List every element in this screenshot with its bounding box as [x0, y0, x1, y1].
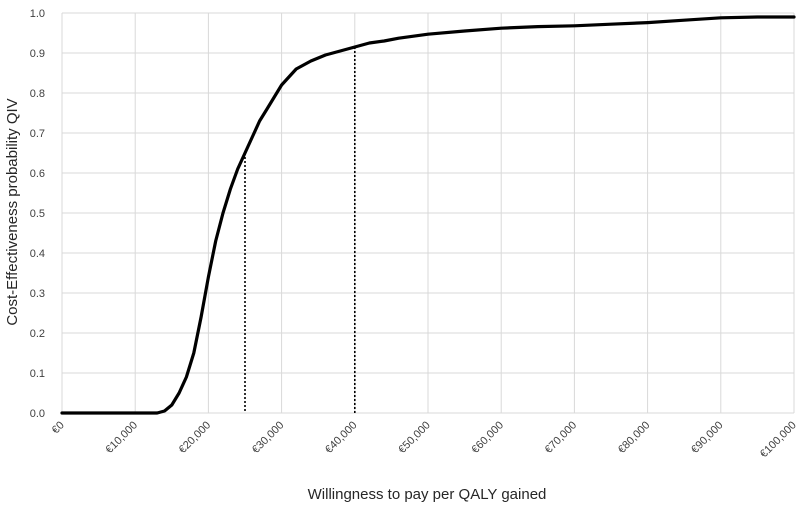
x-tick-label: €10,000: [103, 419, 140, 456]
y-tick-label: 0.7: [30, 128, 45, 140]
x-axis-title: Willingness to pay per QALY gained: [308, 486, 547, 503]
x-tick-label: €30,000: [250, 419, 287, 456]
y-tick-label: 0.9: [30, 48, 45, 60]
x-tick-label: €50,000: [396, 419, 433, 456]
y-tick-label: 0.6: [30, 168, 45, 180]
y-tick-label: 0.1: [30, 368, 45, 380]
y-tick-label: 1.0: [30, 8, 45, 20]
y-axis-title: Cost-Effectiveness probability QIV: [4, 98, 21, 325]
x-tick-label: €90,000: [689, 419, 726, 456]
x-tick-label: €40,000: [323, 419, 360, 456]
y-tick-label: 0.3: [30, 288, 45, 300]
y-tick-labels: 0.0 0.1 0.2 0.3 0.4 0.5 0.6 0.7 0.8 0.9 1.0: [30, 8, 45, 420]
y-tick-label: 0.0: [30, 408, 45, 420]
x-tick-label: €100,000: [758, 419, 799, 460]
y-tick-label: 0.2: [30, 328, 45, 340]
x-tick-label: €20,000: [177, 419, 214, 456]
y-tick-label: 0.8: [30, 88, 45, 100]
acceptability-curve: [60, 15, 796, 415]
y-tick-label: 0.4: [30, 248, 45, 260]
y-tick-label: 0.5: [30, 208, 45, 220]
x-tick-label: €60,000: [469, 419, 506, 456]
x-tick-label: €80,000: [616, 419, 653, 456]
x-tick-label: €70,000: [543, 419, 580, 456]
x-tick-label: €0: [50, 419, 67, 436]
grid-lines: [61, 12, 795, 414]
reference-lines: [244, 47, 356, 413]
x-tick-labels: €0 €10,000 €20,000 €30,000 €40,000 €50,000 €60…: [50, 419, 799, 460]
